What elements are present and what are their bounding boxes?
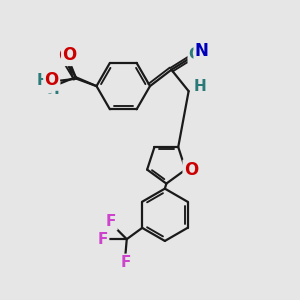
- Text: O: O: [58, 47, 72, 65]
- Text: O: O: [44, 71, 59, 89]
- Text: F: F: [121, 255, 131, 270]
- Text: H: H: [36, 73, 49, 88]
- Text: O: O: [36, 74, 50, 92]
- Text: O: O: [62, 46, 76, 64]
- Text: F: F: [98, 232, 108, 247]
- Text: H: H: [46, 82, 59, 97]
- Text: N: N: [195, 42, 209, 60]
- Text: O: O: [184, 160, 198, 178]
- Text: F: F: [106, 214, 116, 230]
- Text: C: C: [189, 47, 200, 62]
- Text: H: H: [194, 79, 206, 94]
